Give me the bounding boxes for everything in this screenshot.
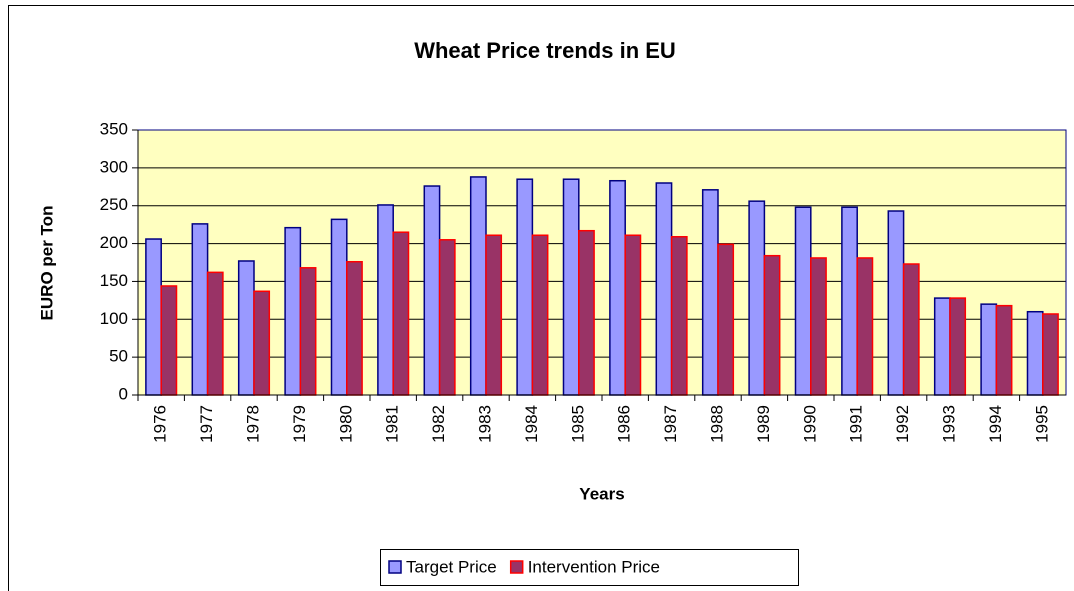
legend-swatch (388, 560, 402, 574)
y-tick-label: 350 (100, 119, 128, 138)
x-tick-label: 1987 (661, 405, 680, 443)
bar (949, 297, 967, 396)
x-tick-label: 1995 (1032, 405, 1051, 443)
bar (748, 200, 766, 396)
bar (377, 204, 394, 396)
y-tick-label: 250 (100, 195, 128, 214)
x-tick-label: 1983 (475, 405, 494, 443)
y-tick-label: 150 (100, 271, 128, 290)
bar (810, 257, 827, 396)
y-tick-label: 0 (119, 384, 128, 403)
bar (284, 226, 302, 396)
x-tick-label: 1986 (615, 405, 634, 443)
y-tick-label: 50 (109, 347, 128, 366)
x-tick-label: 1976 (151, 405, 170, 443)
x-tick-label: 1990 (800, 405, 819, 443)
bar (887, 210, 905, 396)
bar (145, 238, 162, 396)
bar (980, 303, 998, 396)
bar (562, 178, 580, 396)
bar (1042, 313, 1059, 396)
x-axis-label: Years (579, 484, 624, 503)
x-tick-label: 1993 (939, 405, 958, 443)
bar (609, 179, 626, 396)
bar (253, 290, 271, 396)
legend-label: Target Price (406, 557, 497, 576)
bar (160, 285, 178, 396)
bar (206, 271, 224, 396)
x-tick-label: 1994 (986, 405, 1005, 443)
bar (670, 236, 688, 396)
x-tick-label: 1980 (336, 405, 355, 443)
legend-box (380, 549, 799, 586)
bar (578, 229, 595, 396)
plot-area (138, 130, 1066, 395)
bar (717, 243, 735, 396)
bar (423, 185, 441, 396)
bar (191, 223, 209, 396)
y-tick-label: 200 (100, 233, 128, 252)
y-axis-label: EURO per Ton (37, 206, 56, 321)
bar (531, 234, 549, 396)
bar (1026, 310, 1044, 396)
bar (655, 182, 673, 396)
bar (701, 189, 719, 396)
x-tick-label: 1977 (197, 405, 216, 443)
x-tick-label: 1979 (290, 405, 309, 443)
x-tick-label: 1981 (383, 405, 402, 443)
y-tick-label: 100 (100, 309, 128, 328)
x-tick-label: 1989 (754, 405, 773, 443)
bar (624, 234, 642, 396)
chart-title: Wheat Price trends in EU (414, 38, 676, 63)
bar (330, 218, 348, 396)
bar (469, 176, 487, 396)
legend-swatch (509, 560, 524, 574)
x-tick-label: 1985 (568, 405, 587, 443)
bar (856, 257, 874, 396)
x-tick-label: 1978 (243, 405, 262, 443)
y-tick-label: 300 (100, 157, 128, 176)
bar (392, 231, 410, 396)
x-tick-label: 1982 (429, 405, 448, 443)
bar (841, 206, 858, 396)
bar (933, 297, 951, 396)
x-tick-label: 1992 (893, 405, 912, 443)
bar (237, 260, 255, 396)
bar (346, 260, 363, 396)
bar (763, 254, 781, 396)
x-tick-label: 1988 (707, 405, 726, 443)
x-tick-label: 1984 (522, 405, 541, 443)
bar (438, 239, 456, 396)
x-tick-label: 1991 (847, 405, 866, 443)
legend-label: Intervention Price (528, 557, 660, 576)
bar (299, 267, 317, 396)
bar (902, 263, 920, 396)
bar (485, 234, 503, 396)
bar (516, 178, 534, 396)
bar (794, 206, 812, 396)
bar (995, 304, 1013, 396)
